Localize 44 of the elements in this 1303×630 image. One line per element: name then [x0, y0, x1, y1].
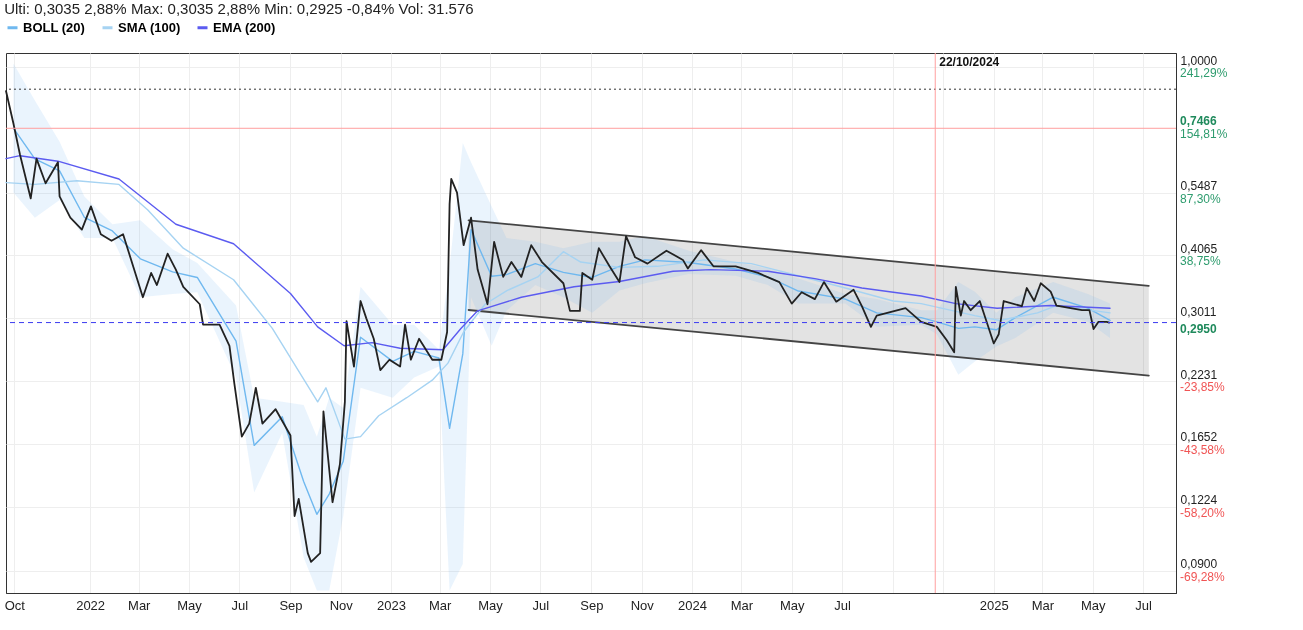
- x-tick-label: Oct: [4, 597, 26, 613]
- x-tick-label: Jul: [1135, 597, 1152, 613]
- x-tick-label: 2025: [979, 597, 1009, 613]
- text: 87,30%: [1180, 191, 1222, 206]
- x-tick-label: May: [177, 597, 203, 613]
- chart-title: Ulti: 0,3035 2,88% Max: 0,3035 2,88% Min: 0,2925 -0,84% Vol: 31.576: [4, 0, 474, 17]
- ref-line-label: 22/10/2024: [939, 55, 1000, 69]
- x-tick-label: Sep: [279, 597, 303, 613]
- y-tick-label: 0,0900: [1180, 557, 1218, 572]
- x-tick-label: May: [478, 597, 504, 613]
- x-tick-label: Mar: [128, 597, 152, 613]
- y-tick-label: 0,3011: [1180, 304, 1217, 319]
- x-tick-label: Mar: [730, 597, 754, 613]
- legend-label: EMA (200): [213, 19, 276, 35]
- ref-line-label: 0,2950: [1180, 321, 1218, 336]
- y-tick-label: 0,1652: [1180, 430, 1218, 445]
- text: -23,85%: [1180, 380, 1226, 395]
- x-tick-label: Mar: [429, 597, 453, 613]
- ref-line-label: 0,7466: [1180, 114, 1218, 129]
- x-tick-label: Jul: [231, 597, 249, 613]
- text: 38,75%: [1180, 254, 1222, 269]
- x-tick-label: Mar: [1031, 597, 1055, 613]
- x-tick-label: May: [1080, 597, 1106, 613]
- y-tick-label: 0,2231: [1180, 367, 1218, 382]
- legend-label: BOLL (20): [23, 19, 85, 35]
- x-tick-label: Jul: [532, 597, 550, 613]
- y-tick-label: 1,0000: [1180, 53, 1218, 68]
- y-tick-label: 0,5487: [1180, 179, 1218, 194]
- x-tick-label: Sep: [580, 597, 604, 613]
- x-tick-label: 2024: [678, 597, 707, 613]
- text: 154,81%: [1180, 127, 1228, 142]
- x-tick-label: May: [779, 597, 806, 613]
- x-tick-label: Jul: [834, 597, 851, 613]
- x-tick-label: Nov: [329, 597, 354, 613]
- text: -43,58%: [1180, 442, 1226, 457]
- legend-label: SMA (100): [118, 19, 181, 35]
- x-tick-label: Nov: [630, 597, 655, 613]
- text: -58,20%: [1180, 505, 1226, 520]
- text: -69,28%: [1180, 569, 1226, 584]
- y-tick-label: 0,1224: [1180, 493, 1218, 508]
- x-tick-label: 2023: [377, 597, 407, 613]
- y-tick-label: 0,4065: [1180, 241, 1218, 256]
- text: 241,29%: [1180, 66, 1228, 81]
- x-tick-label: 2022: [76, 597, 106, 613]
